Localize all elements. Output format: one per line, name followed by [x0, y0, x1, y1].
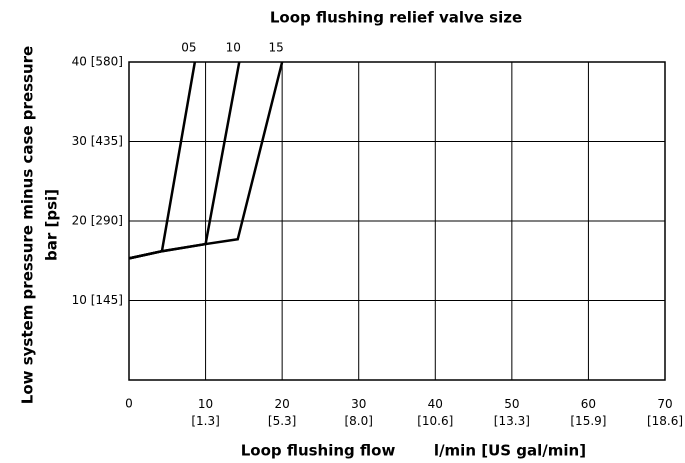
x-tick-label: 60 [15.9] — [570, 397, 606, 428]
x-tick-label: 10 [1.3] — [191, 397, 219, 428]
x-tick-label: 50 [13.3] — [494, 397, 530, 428]
series-line — [128, 61, 284, 260]
chart-title: Loop flushing relief valve size — [270, 9, 522, 27]
series-label: 05 — [181, 41, 196, 55]
series-line — [128, 61, 241, 260]
x-tick-label: 20 [5.3] — [268, 397, 296, 428]
x-tick-label: 30 [8.0] — [344, 397, 372, 428]
series-label: 10 — [226, 41, 241, 55]
y-axis-label: bar [psi] — [43, 189, 61, 261]
series-line — [128, 61, 197, 260]
x-tick-label: 70 [18.6] — [647, 397, 683, 428]
series-label: 15 — [269, 41, 284, 55]
x-axis-label: Loop flushing flow — [241, 442, 396, 460]
y-tick-label: 30 [435] — [72, 134, 123, 148]
y-tick-label: 10 [145] — [72, 293, 123, 307]
y-tick-label: 40 [580] — [72, 55, 123, 69]
x-tick-label: 0 — [125, 397, 133, 411]
plot-frame — [128, 61, 666, 381]
x-axis-label: l/min [US gal/min] — [434, 442, 586, 460]
x-tick-label: 40 [10.6] — [417, 397, 453, 428]
y-axis-label: Low system pressure minus case pressure — [19, 46, 37, 404]
y-tick-label: 20 [290] — [72, 214, 123, 228]
